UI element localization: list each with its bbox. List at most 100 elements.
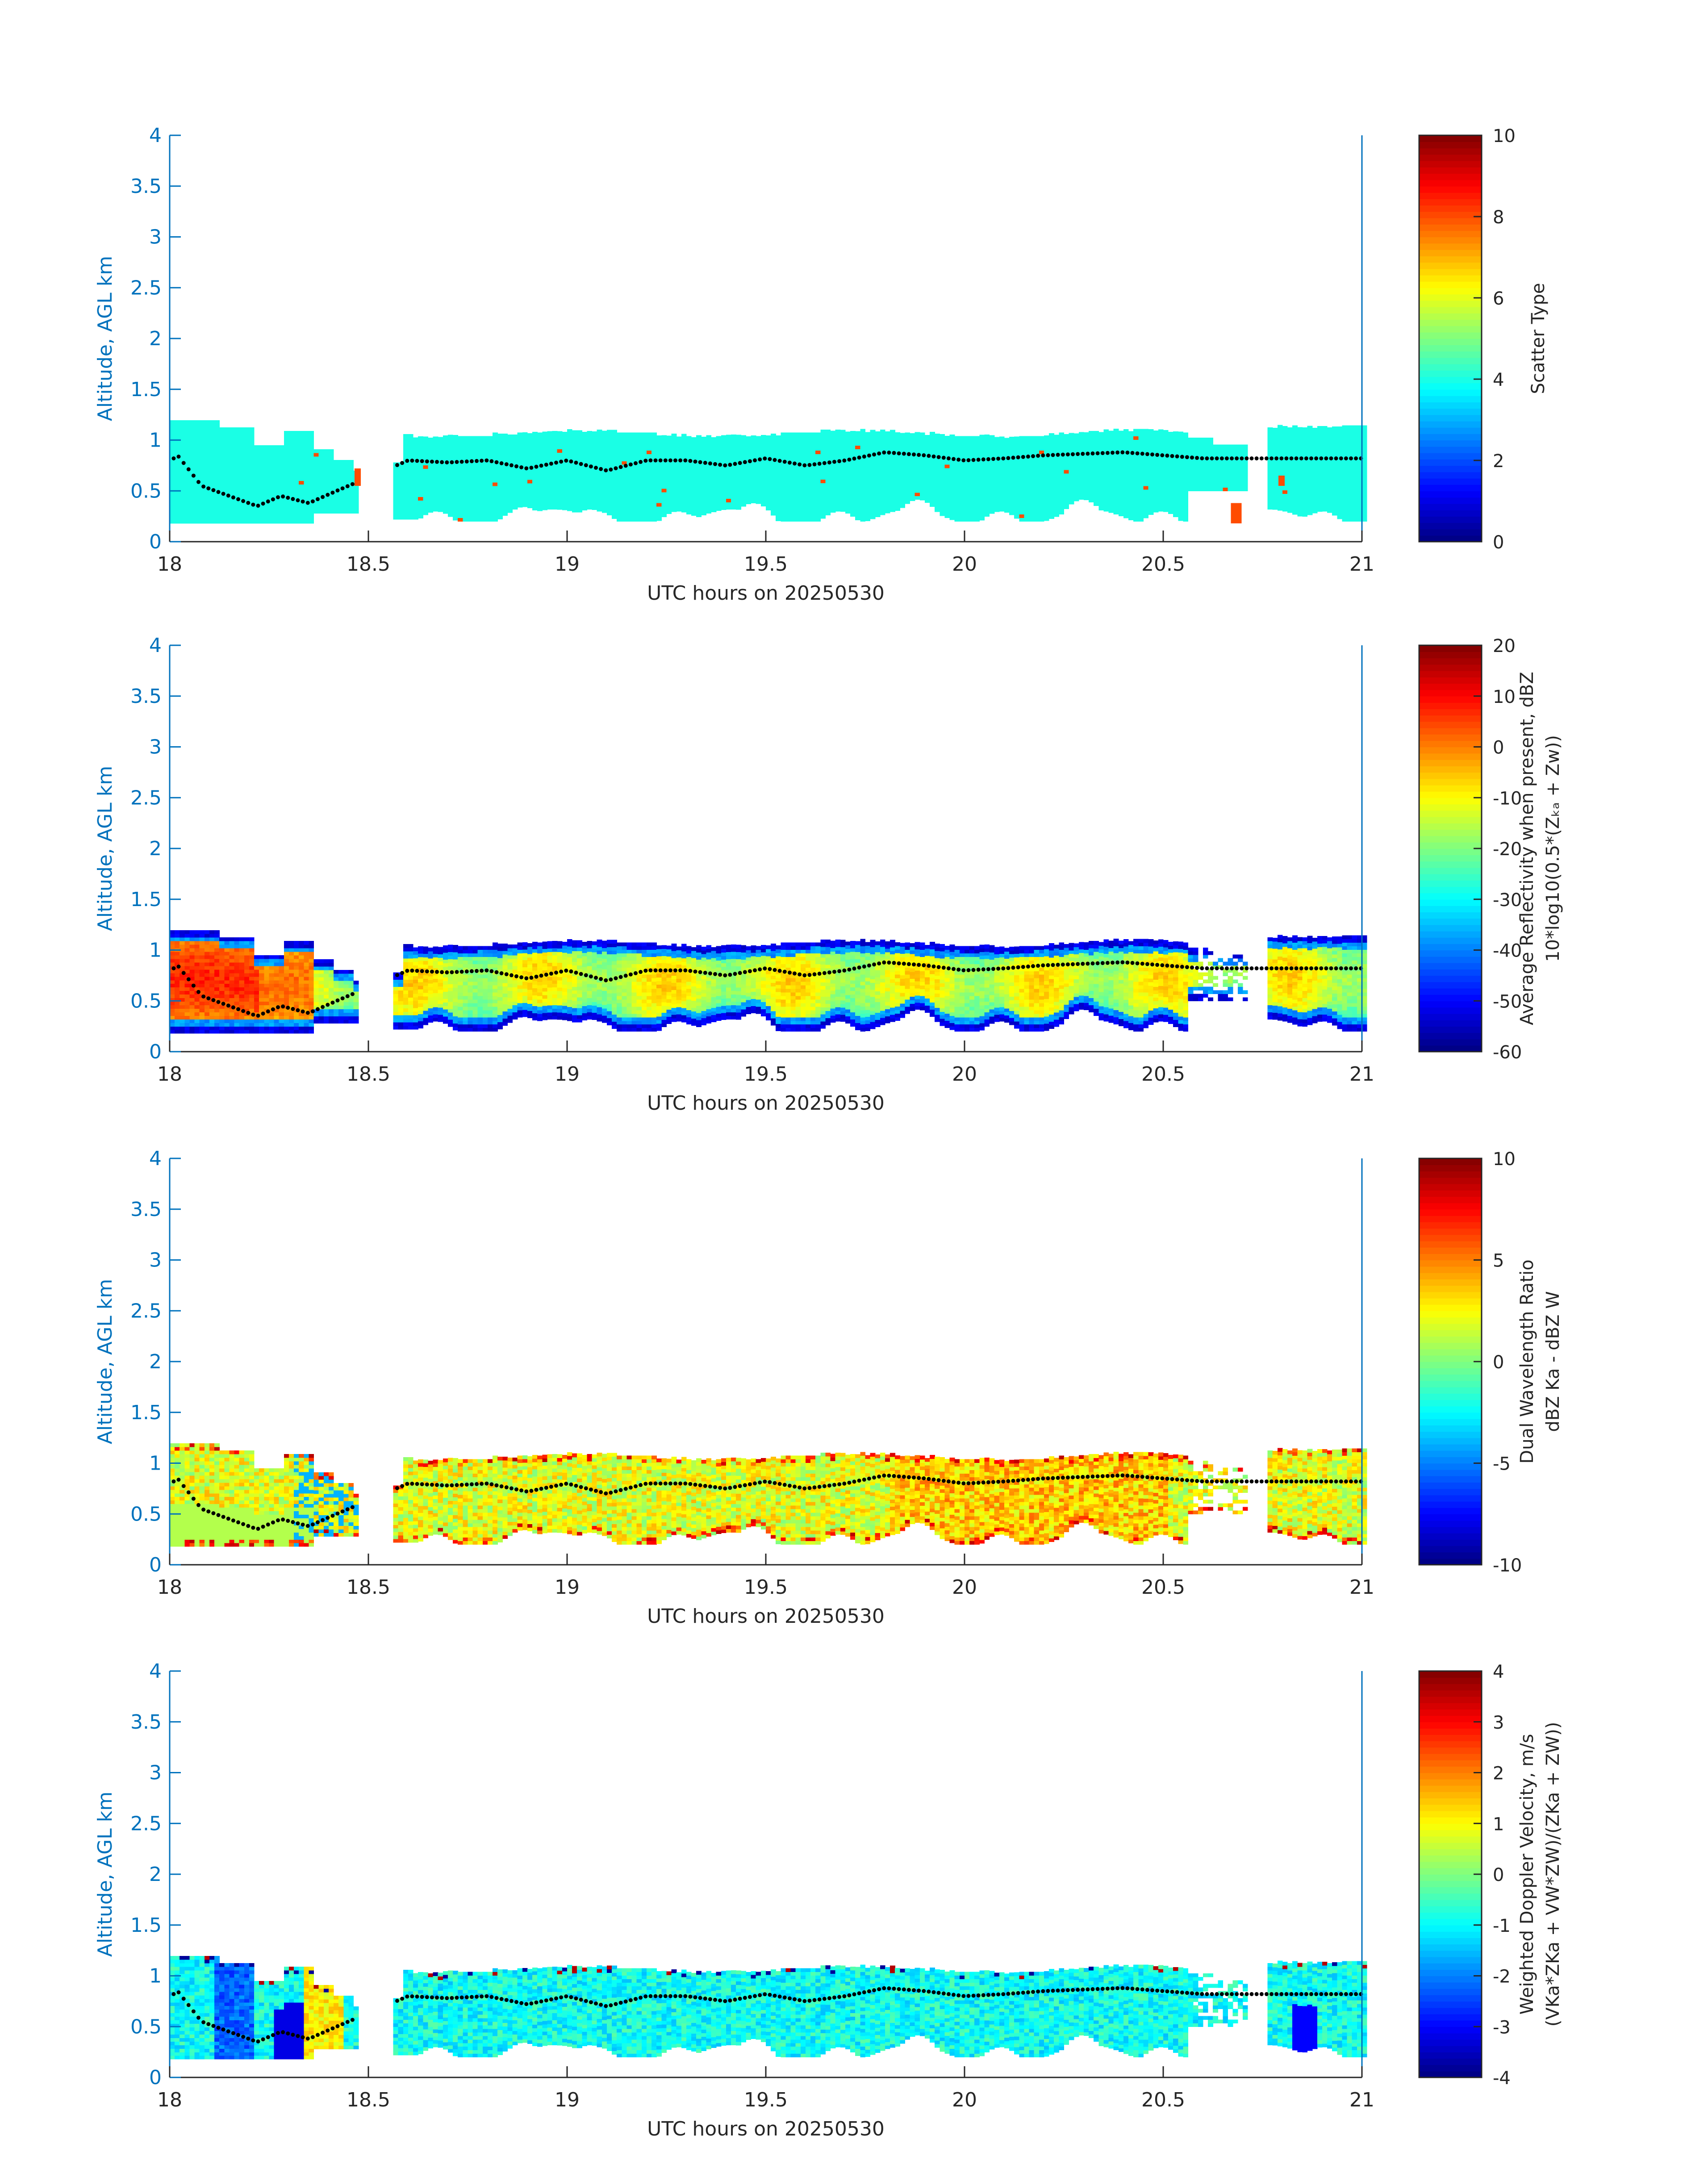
heatmap-cell [1118,491,1124,495]
heatmap-cell [875,510,881,514]
heatmap-cell [1307,483,1313,487]
heatmap-cell [184,431,190,435]
heatmap-cell [1098,432,1104,436]
heatmap-cell [428,494,434,498]
heatmap-cell [949,445,955,449]
heatmap-cell [1113,485,1119,490]
heatmap-cell [537,507,543,511]
heatmap-cell [1128,431,1134,435]
heatmap-cell [974,489,980,493]
heatmap-cell [214,435,220,439]
heatmap-cell [493,507,498,511]
heatmap-cell [651,461,657,465]
heatmap-cell [746,500,752,505]
heatmap-cell [612,433,617,437]
heatmap-cell [1004,459,1010,463]
heatmap-cell [482,439,488,443]
heatmap-cell [1287,491,1293,495]
heatmap-cell [706,492,712,496]
heatmap-cell [587,452,593,456]
heatmap-cell [636,485,642,490]
heatmap-cell [482,503,488,508]
heatmap-cell [959,507,965,511]
heatmap-cell [224,463,230,467]
heatmap-cell [701,440,707,444]
heatmap-cell [900,476,906,480]
heatmap-cell [259,509,264,513]
heatmap-cell [1078,443,1084,447]
heatmap-cell [865,450,871,454]
heatmap-cell [617,468,622,472]
heatmap-cell [835,465,841,469]
heatmap-cell [820,490,826,494]
heatmap-cell [840,444,846,448]
heatmap-cell [746,451,752,455]
heatmap-cell [641,475,647,479]
heatmap-cell [408,476,413,481]
heatmap-cell [915,432,920,436]
heatmap-cell [1089,481,1094,485]
heatmap-cell [949,513,955,517]
heatmap-cell [736,467,741,471]
heatmap-cell [418,479,423,483]
heatmap-cell [885,502,890,506]
heatmap-cell [313,485,319,489]
heatmap-cell [567,464,572,469]
heatmap-cell [1272,463,1278,468]
heatmap-cell [1218,484,1224,488]
heatmap-cell [527,490,533,494]
heatmap-cell [870,511,876,516]
heatmap-cell [309,438,314,442]
heatmap-cell [1193,480,1199,484]
heatmap-cell [776,514,781,518]
heatmap-cell [1143,482,1149,486]
heatmap-cell [527,451,533,455]
heatmap-cell [800,475,806,479]
heatmap-cell [671,447,677,452]
heatmap-cell [1069,468,1074,472]
heatmap-cell [1098,467,1104,472]
heatmap-cell [279,448,284,453]
heatmap-cell [835,493,841,497]
heatmap-cell [1128,509,1134,514]
heatmap-cell [403,466,409,470]
heatmap-cell [477,468,483,472]
heatmap-cell [706,460,712,464]
heatmap-cell [1183,485,1189,490]
heatmap-cell [944,464,950,468]
heatmap-cell [234,445,240,449]
heatmap-cell [254,477,259,481]
heatmap-cell [1292,475,1298,479]
heatmap-cell [900,489,906,494]
heatmap-cell [1163,444,1169,448]
heatmap-cell [686,450,692,454]
heatmap-cell [229,484,235,489]
heatmap-cell [299,431,304,435]
heatmap-cell [587,445,593,449]
heatmap-cell [865,443,871,447]
heatmap-cell [1004,498,1010,502]
heatmap-cell [641,482,647,486]
heatmap-cell [706,477,712,482]
heatmap-cell [746,464,752,469]
heatmap-cell [472,507,478,511]
heatmap-cell [1173,481,1178,485]
heatmap-cell [299,513,304,517]
heatmap-cell [795,485,801,490]
heatmap-cell [318,470,324,475]
heatmap-cell [969,482,975,486]
heatmap-cell [542,485,548,489]
heatmap-cell [413,473,418,477]
heatmap-cell [1168,510,1173,514]
heatmap-cell [1307,447,1313,451]
heatmap-cell [313,460,319,464]
heatmap-cell [175,441,180,446]
heatmap-cell [209,459,215,464]
heatmap-cell [771,447,776,452]
heatmap-cell [318,474,324,478]
heatmap-cell [940,494,945,498]
heatmap-cell [806,510,811,515]
heatmap-cell [428,501,434,506]
heatmap-cell [567,454,572,458]
heatmap-cell [1317,433,1323,437]
